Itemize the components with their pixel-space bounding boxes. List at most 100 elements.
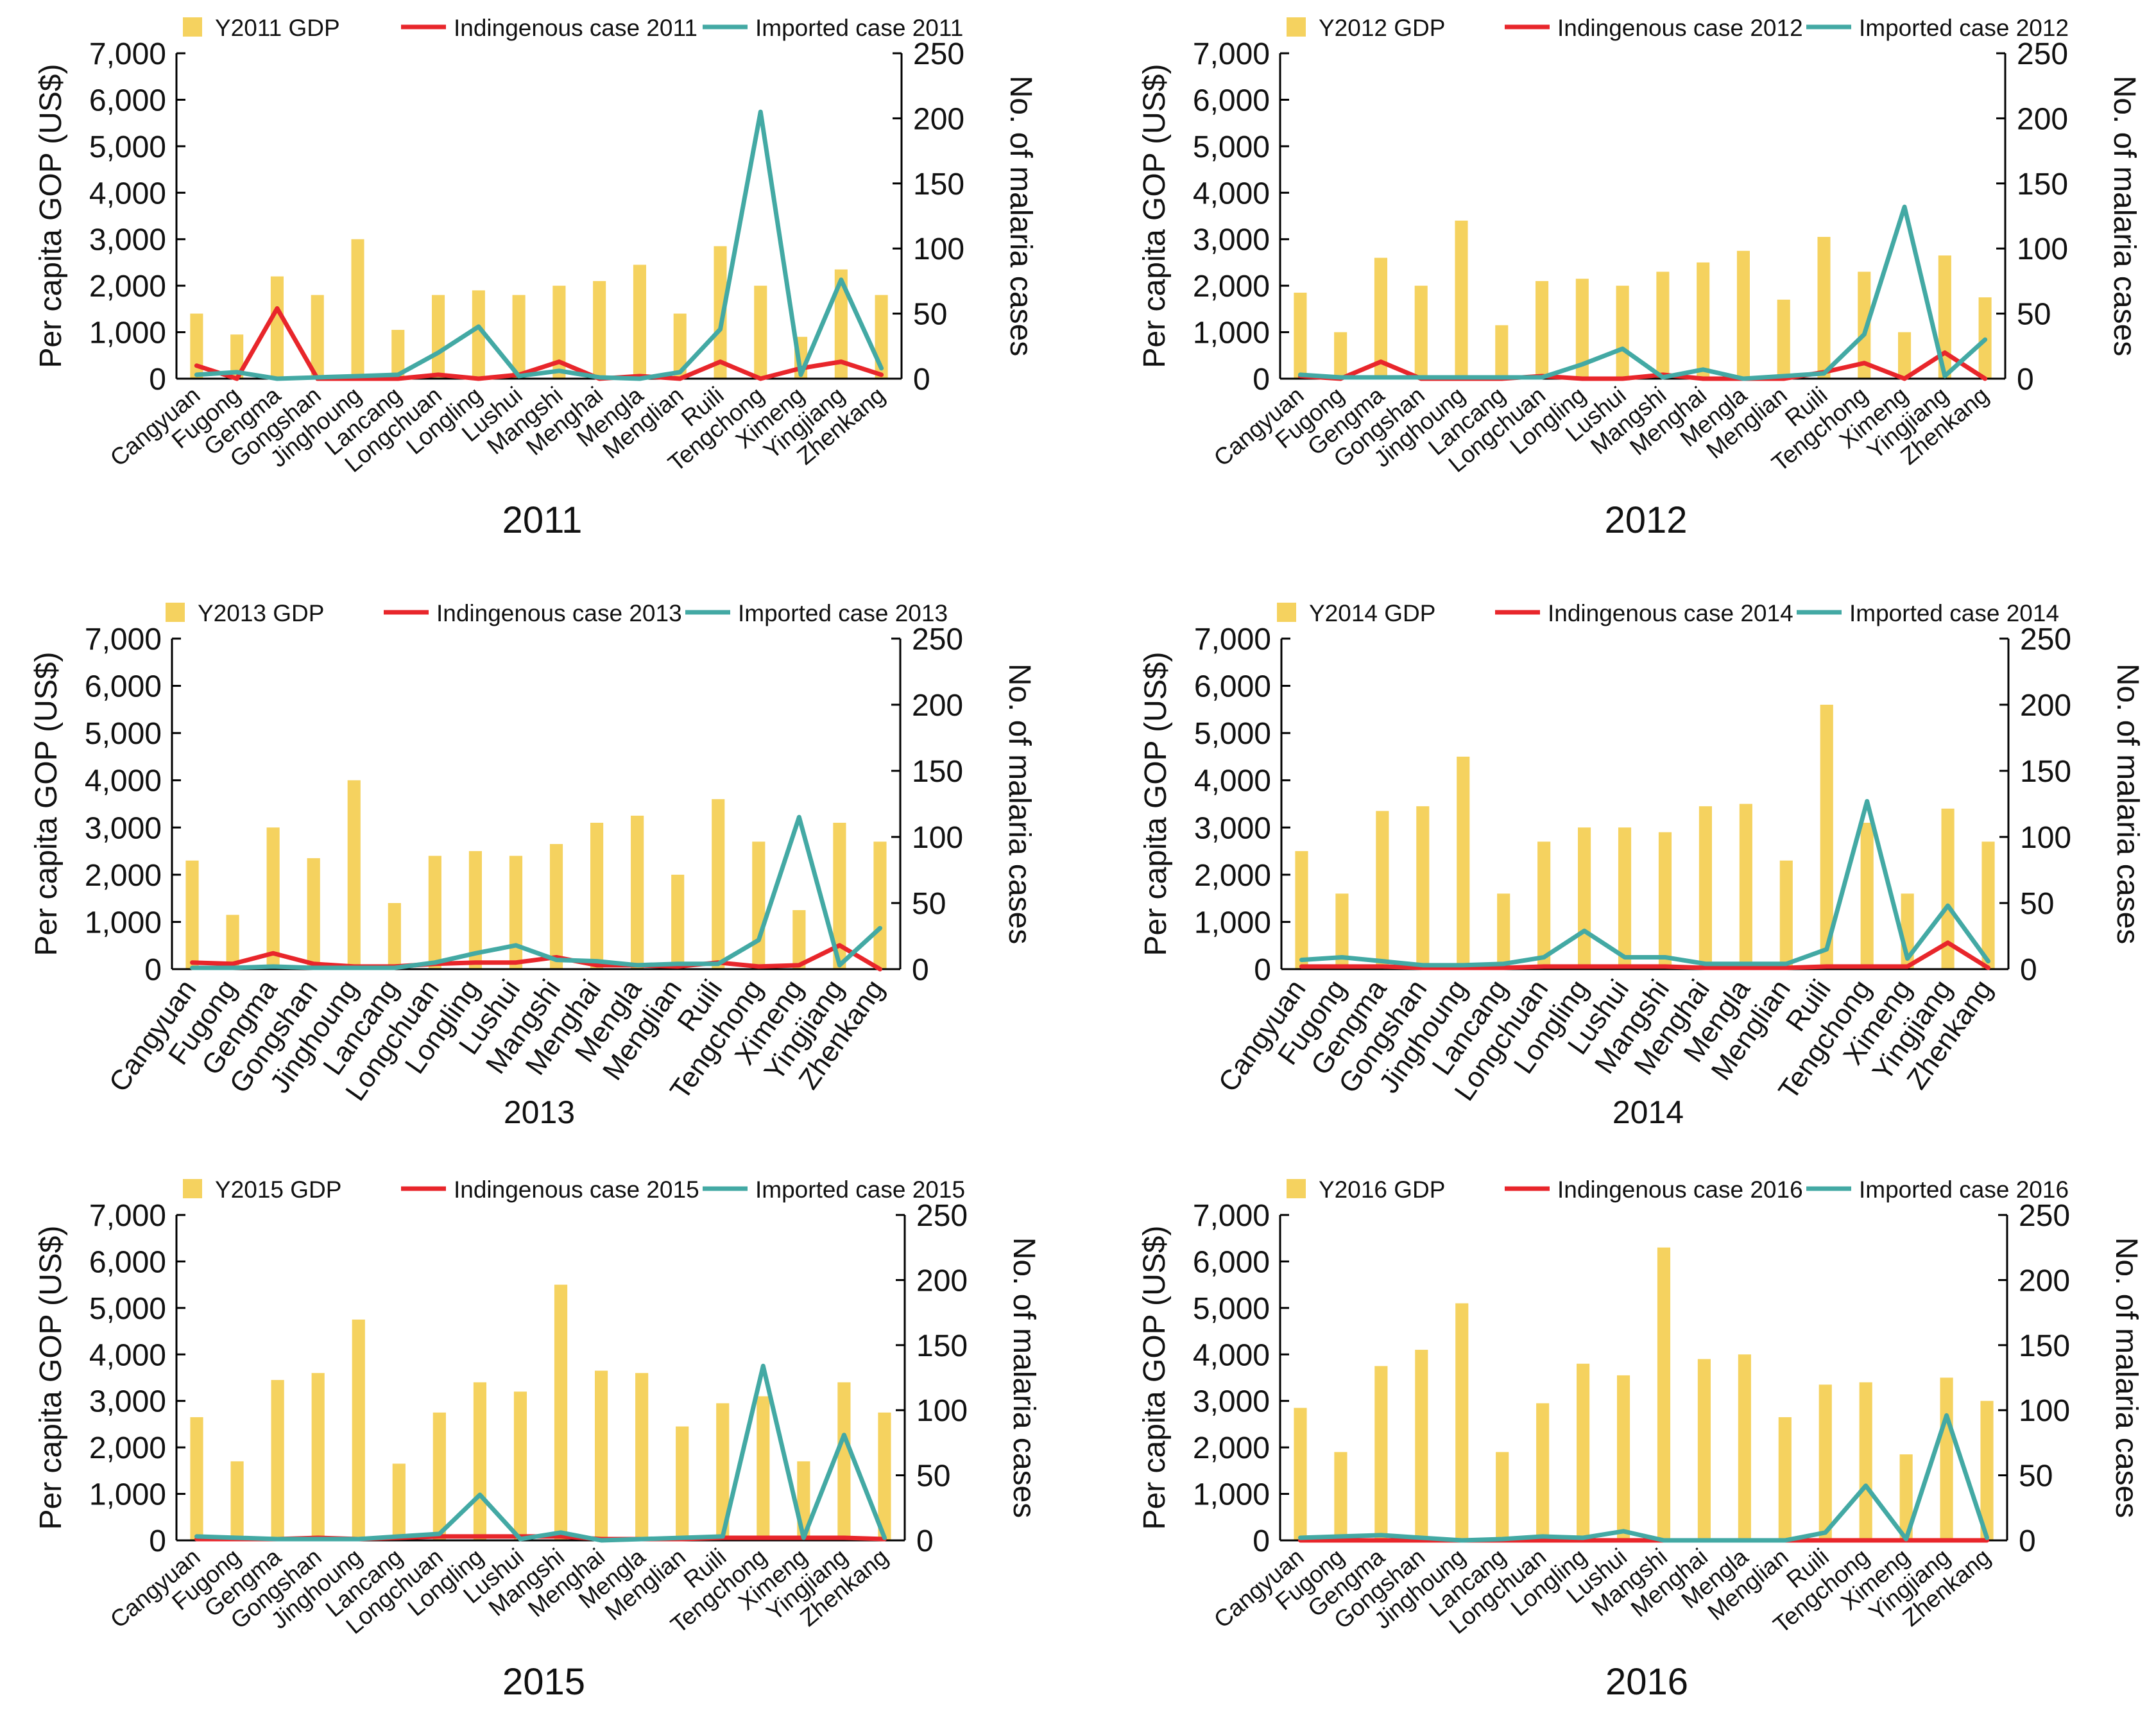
y2-axis-label: No. of malaria cases: [1002, 664, 1036, 945]
gdp-bar-lushui: [1616, 1375, 1630, 1540]
left-tick-label: 7,000: [89, 37, 166, 71]
gdp-bar-mengla: [1736, 250, 1750, 379]
gdp-bar-mangshi: [552, 286, 566, 379]
left-tick-label: 2,000: [85, 859, 162, 893]
chart-panel-2013: 0 1,000 2,000 3,000 4,000 5,000 6,000 7,000 0 50 1…: [30, 600, 1036, 1130]
gdp-bar-menghai: [1697, 262, 1710, 379]
gdp-bar-yingjiang: [834, 269, 848, 379]
right-tick-label: 50: [916, 1459, 950, 1494]
gdp-bar-zhenkang: [1980, 1400, 1994, 1540]
chart-panel-2016: 0 1,000 2,000 3,000 4,000 5,000 6,000 7,000 0 50 1…: [1138, 1176, 2143, 1703]
left-tick-label: 2,000: [89, 270, 166, 304]
gdp-bar-lushui: [513, 1391, 527, 1540]
right-tick-label: 200: [2019, 1264, 2070, 1298]
gdp-bar-mangshi: [1656, 271, 1670, 379]
gdp-bar-cangyuan: [1294, 1408, 1307, 1540]
gdp-bar-menghai: [594, 1370, 608, 1540]
legend-imported-label: Imported case 2015: [755, 1176, 965, 1203]
left-tick-label: 6,000: [89, 83, 166, 117]
legend-imported-label: Imported case 2013: [738, 600, 948, 626]
right-tick-label: 250: [916, 1199, 968, 1233]
legend-indigenous-label: Indingenous case 2013: [436, 600, 682, 626]
gdp-bar-tengchong: [1860, 822, 1874, 969]
right-tick-label: 200: [2017, 102, 2068, 136]
gdp-bar-ruili: [714, 246, 727, 379]
right-tick-label: 50: [2017, 298, 2051, 332]
gdp-bar-jinghoung: [1457, 756, 1470, 969]
gdp-bar-yingjiang: [837, 1382, 851, 1540]
legend-imported-label: Imported case 2016: [1859, 1176, 2069, 1203]
right-tick-label: 50: [913, 298, 947, 332]
right-tick-label: 150: [913, 168, 964, 202]
panel-title: 2015: [502, 1661, 585, 1703]
legend-gdp-label: Y2016 GDP: [1319, 1176, 1445, 1203]
left-tick-label: 2,000: [89, 1431, 166, 1465]
gdp-bar-lushui: [512, 295, 526, 379]
left-tick-label: 0: [149, 363, 166, 397]
right-tick-label: 200: [913, 102, 964, 136]
right-tick-label: 100: [2019, 1394, 2070, 1428]
gdp-bar-cangyuan: [190, 1417, 203, 1540]
y-axis-label: Per capita GOP (US$): [30, 652, 64, 956]
legend-gdp-swatch: [166, 603, 185, 622]
gdp-bar-menglian: [1777, 299, 1790, 379]
gdp-bar-fugong: [1334, 1452, 1348, 1540]
left-tick-label: 5,000: [89, 130, 166, 164]
gdp-bar-fugong: [1334, 332, 1348, 379]
gdp-bar-cangyuan: [1294, 293, 1307, 379]
legend-indigenous-label: Indingenous case 2012: [1557, 15, 1803, 41]
left-tick-label: 1,000: [1193, 1478, 1270, 1512]
right-tick-label: 50: [2020, 887, 2054, 921]
gdp-bar-yingjiang: [1938, 255, 1951, 379]
gdp-bar-jinghoung: [1455, 220, 1468, 379]
gdp-bar-lancang: [388, 903, 401, 969]
panel-title: 2014: [1613, 1094, 1684, 1130]
chart-panel-2012: 0 1,000 2,000 3,000 4,000 5,000 6,000 7,000 0 50 1…: [1138, 15, 2141, 541]
left-tick-label: 7,000: [1194, 623, 1271, 657]
legend-gdp-swatch: [183, 17, 202, 37]
left-tick-label: 4,000: [1193, 177, 1270, 211]
gdp-bar-lushui: [509, 856, 523, 969]
gdp-bar-fugong: [230, 334, 244, 379]
legend-gdp-label: Y2013 GDP: [198, 600, 324, 626]
legend-imported-label: Imported case 2011: [755, 15, 963, 41]
gdp-bar-tengchong: [1859, 1382, 1872, 1540]
gdp-bar-longling: [472, 290, 485, 379]
left-tick-label: 6,000: [85, 670, 162, 704]
gdp-bar-menglian: [1778, 1417, 1792, 1540]
gdp-bar-longling: [473, 1382, 487, 1540]
left-tick-label: 0: [149, 1524, 166, 1558]
gdp-bar-gongshan: [1414, 286, 1428, 379]
gdp-bar-zhenkang: [873, 841, 887, 969]
y-axis-label: Per capita GOP (US$): [1139, 652, 1173, 956]
gdp-bar-mengla: [633, 264, 646, 379]
gdp-bar-menglian: [671, 874, 685, 969]
y2-axis-label: No. of malaria cases: [2109, 1237, 2143, 1519]
chart-panel-2011: 0 1,000 2,000 3,000 4,000 5,000 6,000 7,000 0 50 1…: [34, 15, 1038, 541]
right-tick-label: 0: [2019, 1524, 2036, 1558]
gdp-bar-jinghoung: [351, 239, 364, 379]
gdp-bar-ruili: [1817, 237, 1831, 379]
gdp-bar-gongshan: [311, 295, 324, 379]
gdp-bar-mengla: [1738, 1354, 1751, 1540]
gdp-bar-ximeng: [1899, 1454, 1913, 1540]
left-tick-label: 6,000: [1193, 1245, 1270, 1279]
left-tick-label: 0: [1254, 953, 1271, 987]
right-tick-label: 0: [912, 953, 929, 987]
gdp-bar-tengchong: [757, 1396, 770, 1540]
gdp-bar-gongshan: [1416, 806, 1430, 969]
gdp-bar-gongshan: [1415, 1350, 1428, 1540]
gdp-bar-longchuan: [432, 295, 445, 379]
gdp-bar-gengma: [270, 276, 284, 379]
left-tick-label: 1,000: [1193, 316, 1270, 350]
imported-line: [194, 109, 884, 381]
gdp-bar-longling: [468, 851, 483, 969]
right-tick-label: 0: [2017, 363, 2034, 397]
gdp-bar-menghai: [1697, 1359, 1711, 1540]
right-tick-label: 150: [2017, 168, 2068, 202]
right-tick-label: 150: [2020, 755, 2071, 789]
chart-panel-2014: 0 1,000 2,000 3,000 4,000 5,000 6,000 7,000 0 50 1…: [1139, 600, 2144, 1130]
gdp-bar-fugong: [230, 1461, 244, 1540]
gdp-bar-lancang: [1495, 325, 1509, 379]
